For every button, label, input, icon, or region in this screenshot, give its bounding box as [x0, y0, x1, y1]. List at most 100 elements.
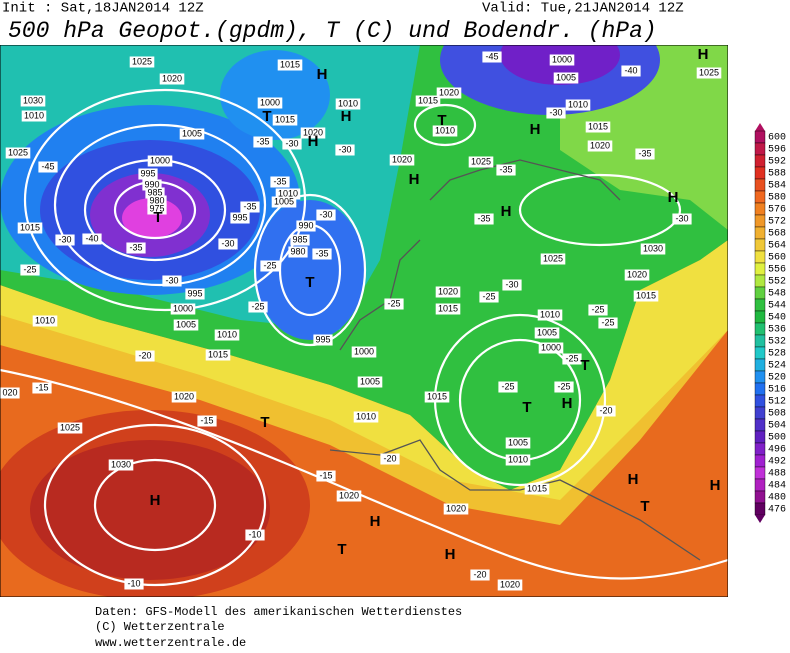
pressure-label-box [640, 243, 666, 255]
temperature-label: -20 [383, 453, 396, 463]
temperature-label: -30 [165, 275, 178, 285]
temperature-label: -30 [338, 144, 351, 154]
yellow-band [0, 240, 728, 525]
temperature-label: -25 [387, 298, 400, 308]
pressure-label-box [540, 253, 566, 265]
pressure-label: 995 [187, 288, 202, 298]
temperature-label-box [588, 304, 608, 316]
temperature-label-box [482, 51, 502, 63]
pressure-label: 1025 [699, 67, 719, 77]
pressure-label: 020 [2, 387, 17, 397]
temperature-label: -25 [23, 264, 36, 274]
temperature-label: -35 [243, 201, 256, 211]
pressure-label: 1015 [427, 391, 447, 401]
pressure-label-box [351, 346, 377, 358]
temperature-label-box [496, 164, 516, 176]
pressure-label: 990 [298, 220, 313, 230]
pressure-label-box [17, 222, 43, 234]
temperature-label-box [316, 209, 336, 221]
pressure-label-box [147, 155, 173, 167]
pressure-label-box [179, 128, 205, 140]
pressure-center: H [710, 477, 721, 494]
temperature-label-box [253, 136, 273, 148]
pressure-label-box [436, 87, 462, 99]
temperature-label: -25 [565, 353, 578, 363]
colorbar-swatch [754, 142, 766, 156]
pressure-label: 1020 [339, 490, 359, 500]
pressure-center: T [580, 357, 589, 374]
pressure-center: H [317, 66, 328, 83]
temperature-label: -25 [601, 317, 614, 327]
pressure-label-box [587, 140, 613, 152]
pressure-label-box [185, 288, 205, 300]
pressure-label-box [549, 54, 575, 66]
pressure-label: 1020 [627, 269, 647, 279]
pressure-label: 1025 [8, 147, 28, 157]
temperature-label-box [470, 569, 490, 581]
temperature-label: -40 [624, 65, 637, 75]
pressure-label: 1015 [438, 303, 458, 313]
colorbar-label: 580 [768, 193, 786, 204]
colorbar-swatch [754, 418, 766, 432]
pressure-center: H [668, 189, 679, 206]
colorbar-label: 576 [768, 205, 786, 216]
pressure-label-box [205, 349, 231, 361]
pressure-label: 1010 [540, 309, 560, 319]
pressure-label: 1030 [643, 243, 663, 253]
pressure-label: 1030 [111, 459, 131, 469]
temperature-label-box [135, 350, 155, 362]
pressure-label: 980 [149, 195, 164, 205]
temperature-label-box [162, 275, 182, 287]
temperature-label: -10 [127, 578, 140, 588]
pressure-label: 990 [144, 179, 159, 189]
init-time: Init : Sat,18JAN2014 12Z [2, 1, 204, 17]
temperature-label-box [546, 107, 566, 119]
pressure-label: 1020 [392, 154, 412, 164]
pressure-center: H [150, 492, 161, 509]
pressure-label-box [138, 168, 158, 180]
colorbar-label: 532 [768, 337, 786, 348]
temperature-label-box [498, 381, 518, 393]
temperature-label-box [32, 382, 52, 394]
temperature-label-box [240, 201, 260, 213]
temperature-label: -25 [591, 304, 604, 314]
colorbar-swatch [754, 430, 766, 444]
pressure-label: 1005 [182, 128, 202, 138]
pressure-center: H [308, 133, 319, 150]
pressure-label-box [435, 286, 461, 298]
pressure-label: 1015 [418, 95, 438, 105]
colorbar-label: 568 [768, 229, 786, 240]
temperature-label: -35 [129, 242, 142, 252]
temperature-label-box [20, 264, 40, 276]
pressure-label: 1025 [60, 422, 80, 432]
colorbar-swatch [754, 166, 766, 180]
colorbar-label: 600 [768, 133, 786, 144]
colorbar-swatch [754, 310, 766, 324]
pressure-label: 985 [292, 234, 307, 244]
pressure-label: 1005 [537, 327, 557, 337]
pressure-label-box [505, 454, 531, 466]
pressure-label: 1005 [176, 319, 196, 329]
temperature-label-box [474, 213, 494, 225]
pressure-label: 1025 [543, 253, 563, 263]
pressure-label: 1000 [173, 303, 193, 313]
colorbar-bottom-arrow [755, 515, 765, 523]
temperature-label: -35 [256, 136, 269, 146]
pressure-label: 995 [140, 168, 155, 178]
colorbar-label: 564 [768, 241, 786, 252]
pressure-label: 1020 [174, 391, 194, 401]
colorbar-swatch [754, 334, 766, 348]
pressure-label-box [553, 72, 579, 84]
temperature-label-box [502, 279, 522, 291]
pressure-center: T [437, 112, 446, 129]
colorbar-label: 492 [768, 457, 786, 468]
pressure-label-box [214, 329, 240, 341]
colorbar-label: 524 [768, 361, 786, 372]
pressure-label-box [524, 483, 550, 495]
pressure-label-box [21, 110, 47, 122]
colorbar-label: 536 [768, 325, 786, 336]
temperature-label: -25 [557, 381, 570, 391]
temperature-label-box [635, 148, 655, 160]
pressure-label: 1020 [439, 87, 459, 97]
